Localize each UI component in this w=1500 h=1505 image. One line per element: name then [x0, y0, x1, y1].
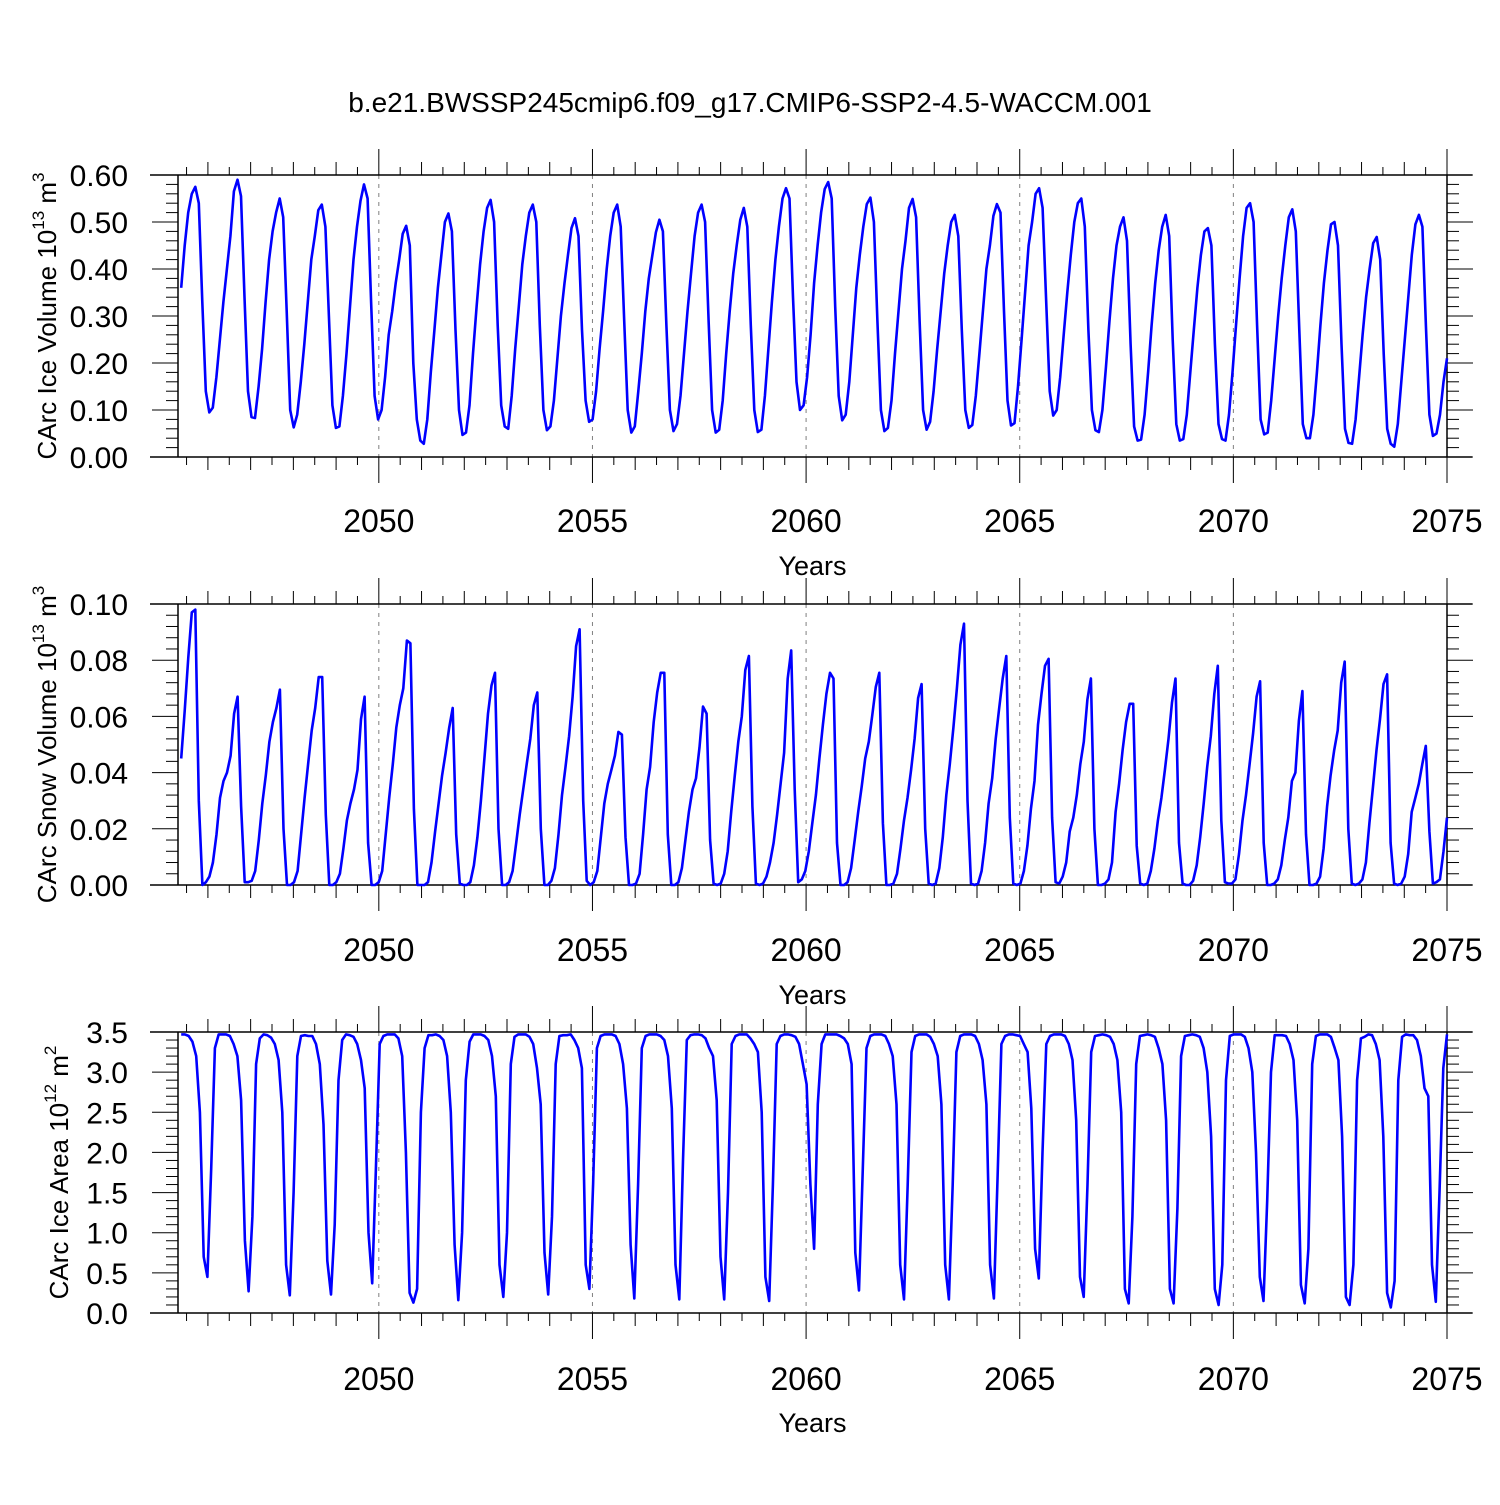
y-tick-label: 0.20 [70, 348, 128, 381]
y-tick-label: 0.40 [70, 254, 128, 287]
x-tick-label: 2055 [557, 1361, 628, 1397]
x-tick-label: 2050 [343, 503, 414, 539]
x-tick-label: 2065 [984, 932, 1055, 968]
y-tick-label: 3.5 [86, 1017, 128, 1050]
panel-2: 2050 2055 2060 2065 2070 2075 Years 0.00 0.02 0.0… [29, 578, 1483, 1010]
x-tick-label: 2055 [557, 503, 628, 539]
x-axis-label: Years [778, 551, 846, 581]
y-tick-label: 0.02 [70, 814, 128, 847]
y-tick-label: 0.04 [70, 758, 128, 791]
x-tick-label: 2075 [1411, 932, 1482, 968]
y-tick-label: 0.10 [70, 589, 128, 622]
y-tick-label: 0.08 [70, 645, 128, 678]
y-tick-label: 2.5 [86, 1097, 128, 1130]
series-line [179, 178, 1449, 449]
x-tick-label: 2060 [770, 932, 841, 968]
x-tick-label: 2070 [1198, 1361, 1269, 1397]
y-tick-label: 0.0 [86, 1298, 128, 1331]
y-tick-label: 0.30 [70, 301, 128, 334]
x-tick-label: 2060 [770, 1361, 841, 1397]
x-tick-label: 2055 [557, 932, 628, 968]
y-axis-label: CArc Snow Volume 1013 m3 [29, 586, 62, 903]
panel-3: 2050 2055 2060 2065 2070 2075 Years 0.0 0.5 1.0 1.… [41, 1006, 1483, 1438]
panel-1: 2050 2055 2060 2065 2070 2075 Years 0.00 0.10 0.2… [29, 149, 1483, 581]
x-tick-label: 2070 [1198, 932, 1269, 968]
x-tick-label: 2075 [1411, 503, 1482, 539]
y-tick-label: 1.0 [86, 1218, 128, 1251]
series-line [179, 608, 1449, 887]
x-tick-label: 2065 [984, 1361, 1055, 1397]
y-tick-label: 0.00 [70, 442, 128, 475]
y-axis-label: CArc Ice Volume 1013 m3 [29, 172, 62, 459]
y-tick-label: 0.60 [70, 160, 128, 193]
y-tick-label: 0.00 [70, 870, 128, 903]
x-tick-label: 2065 [984, 503, 1055, 539]
y-tick-label: 1.5 [86, 1178, 128, 1211]
x-tick-label: 2050 [343, 1361, 414, 1397]
x-tick-label: 2060 [770, 503, 841, 539]
y-tick-label: 2.0 [86, 1137, 128, 1170]
y-axis-label: CArc Ice Area 1012 m2 [41, 1046, 74, 1300]
x-tick-label: 2070 [1198, 503, 1269, 539]
x-axis-label: Years [778, 980, 846, 1010]
y-tick-label: 0.10 [70, 395, 128, 428]
x-tick-label: 2075 [1411, 1361, 1482, 1397]
y-tick-label: 3.0 [86, 1057, 128, 1090]
x-axis-label: Years [778, 1408, 846, 1438]
y-tick-label: 0.5 [86, 1258, 128, 1291]
y-tick-label: 0.06 [70, 701, 128, 734]
series-line [181, 1033, 1449, 1309]
figure-title: b.e21.BWSSP245cmip6.f09_g17.CMIP6-SSP2-4… [348, 87, 1152, 118]
y-tick-label: 0.50 [70, 207, 128, 240]
x-tick-label: 2050 [343, 932, 414, 968]
